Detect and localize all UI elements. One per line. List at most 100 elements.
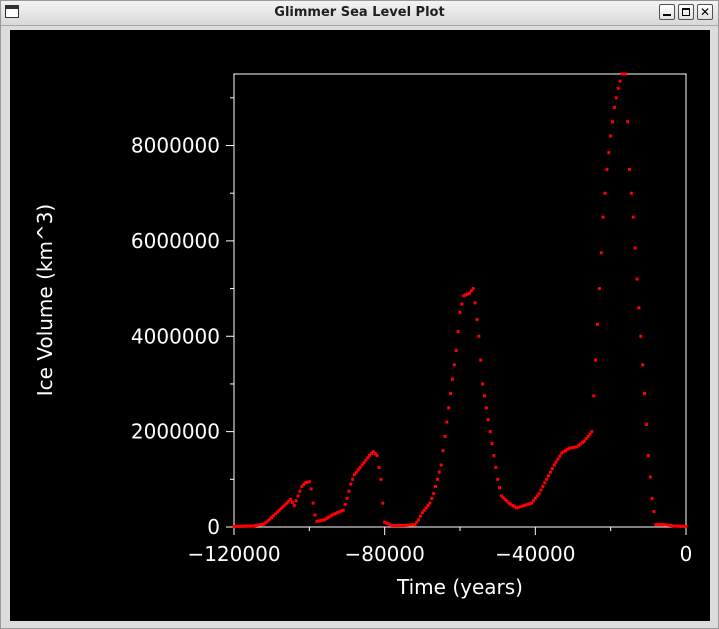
data-point: [432, 492, 436, 496]
data-point: [257, 523, 261, 527]
data-point: [560, 451, 564, 455]
data-point: [234, 524, 238, 528]
data-point: [311, 501, 315, 505]
data-point: [302, 483, 306, 487]
maximize-button[interactable]: [678, 4, 694, 20]
data-point: [398, 524, 402, 528]
data-point: [601, 215, 605, 219]
data-point: [674, 524, 678, 528]
data-point: [584, 437, 588, 441]
data-point: [668, 523, 672, 527]
data-point: [330, 513, 334, 517]
data-point: [547, 474, 551, 478]
data-point: [272, 514, 276, 518]
x-tick-label: −120000: [187, 542, 280, 566]
data-point: [254, 524, 258, 528]
data-point: [428, 501, 432, 505]
title-bar[interactable]: Glimmer Sea Level Plot ✕: [1, 1, 718, 26]
data-point: [669, 524, 673, 528]
data-point: [605, 167, 609, 171]
data-point: [261, 522, 265, 526]
data-point: [449, 391, 453, 395]
data-point: [390, 524, 394, 528]
data-point: [646, 453, 650, 457]
data-point: [242, 524, 246, 528]
data-point: [467, 291, 471, 295]
data-point: [594, 358, 598, 362]
data-point: [362, 461, 366, 465]
x-tick-label: −40000: [495, 542, 575, 566]
data-point: [486, 418, 490, 422]
data-point: [290, 500, 294, 504]
data-point: [631, 215, 635, 219]
data-point: [498, 486, 502, 490]
data-point: [558, 454, 562, 458]
x-tick-label: 0: [680, 542, 693, 566]
y-tick-label: 0: [207, 515, 220, 539]
data-point: [550, 467, 554, 471]
data-point: [641, 363, 645, 367]
data-point: [650, 496, 654, 500]
data-point: [385, 521, 389, 525]
data-point: [509, 502, 513, 506]
data-point: [287, 499, 291, 503]
data-point: [482, 394, 486, 398]
data-point: [322, 518, 326, 522]
minimize-button[interactable]: [659, 4, 675, 20]
data-point: [345, 496, 349, 500]
data-point: [569, 446, 573, 450]
axis-ticks: [226, 97, 687, 535]
data-point: [518, 505, 522, 509]
data-point: [266, 519, 270, 523]
data-point: [356, 468, 360, 472]
data-point: [324, 517, 328, 521]
data-point: [239, 524, 243, 528]
data-point: [496, 477, 500, 481]
data-point: [537, 492, 541, 496]
data-point: [466, 292, 470, 296]
data-point: [336, 511, 340, 515]
data-point: [575, 445, 579, 449]
data-point: [530, 501, 534, 505]
data-point: [588, 432, 592, 436]
data-point: [337, 510, 341, 514]
data-point: [501, 496, 505, 500]
data-point: [567, 446, 571, 450]
data-point: [522, 504, 526, 508]
data-point: [666, 523, 670, 527]
data-point: [475, 318, 479, 322]
plot-frame: [233, 73, 687, 528]
data-point: [494, 465, 498, 469]
data-point: [513, 505, 517, 509]
data-point: [377, 465, 381, 469]
data-point: [458, 310, 462, 314]
data-point: [441, 449, 445, 453]
data-point: [592, 394, 596, 398]
data-point: [488, 430, 492, 434]
data-point: [405, 523, 409, 527]
window-menu-icon[interactable]: [5, 5, 19, 18]
data-point: [658, 523, 662, 527]
data-point: [264, 520, 268, 524]
y-tick-label: 4000000: [131, 324, 220, 348]
data-point: [251, 524, 255, 528]
data-point: [580, 441, 584, 445]
data-point: [241, 524, 245, 528]
data-point: [535, 494, 539, 498]
data-point: [603, 191, 607, 195]
data-point: [462, 294, 466, 298]
data-point: [347, 489, 351, 493]
data-point: [360, 463, 364, 467]
data-point: [505, 499, 509, 503]
data-point: [681, 524, 685, 528]
data-point: [628, 167, 631, 171]
close-button[interactable]: ✕: [697, 4, 713, 20]
data-point: [326, 515, 330, 519]
data-point: [673, 524, 677, 528]
data-point: [411, 523, 415, 527]
data-point: [612, 105, 616, 109]
data-point: [447, 406, 451, 410]
data-point: [661, 523, 665, 527]
data-point: [268, 517, 272, 521]
data-point: [296, 494, 300, 498]
